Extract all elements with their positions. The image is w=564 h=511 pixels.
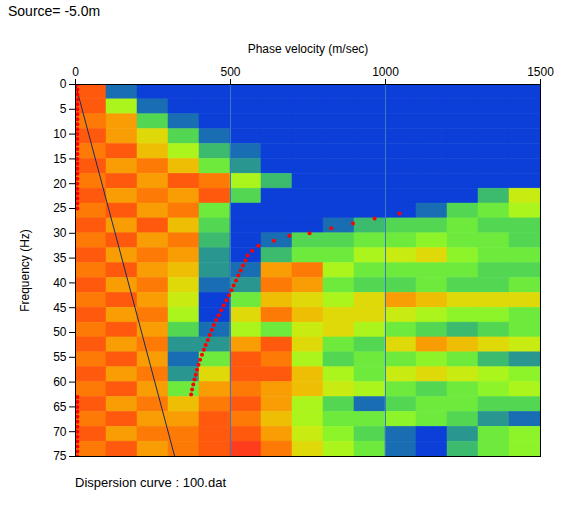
svg-text:30: 30 bbox=[53, 226, 67, 240]
svg-text:500: 500 bbox=[220, 65, 240, 79]
html-text:Dispersion curve : 100.dat: Dispersion curve : 100.dat bbox=[75, 475, 226, 490]
svg-text:45: 45 bbox=[53, 301, 67, 315]
svg-text:1000: 1000 bbox=[372, 65, 399, 79]
svg-text:15: 15 bbox=[53, 152, 67, 166]
svg-text:Phase velocity (m/sec): Phase velocity (m/sec) bbox=[248, 42, 369, 56]
svg-text:65: 65 bbox=[53, 400, 67, 414]
svg-text:20: 20 bbox=[53, 177, 67, 191]
svg-text:Frequency (Hz): Frequency (Hz) bbox=[18, 229, 32, 312]
svg-text:25: 25 bbox=[53, 201, 67, 215]
svg-text:55: 55 bbox=[53, 350, 67, 364]
svg-text:75: 75 bbox=[53, 449, 67, 463]
svg-text:70: 70 bbox=[53, 425, 67, 439]
svg-text:50: 50 bbox=[53, 325, 67, 339]
svg-text:40: 40 bbox=[53, 276, 67, 290]
svg-text:60: 60 bbox=[53, 375, 67, 389]
html-text:Source= -5.0m: Source= -5.0m bbox=[8, 3, 101, 19]
svg-text:35: 35 bbox=[53, 251, 67, 265]
svg-text:0: 0 bbox=[72, 65, 79, 79]
svg-text:10: 10 bbox=[53, 127, 67, 141]
svg-text:1500: 1500 bbox=[527, 65, 554, 79]
svg-text:0: 0 bbox=[60, 77, 67, 91]
svg-text:5: 5 bbox=[60, 102, 67, 116]
